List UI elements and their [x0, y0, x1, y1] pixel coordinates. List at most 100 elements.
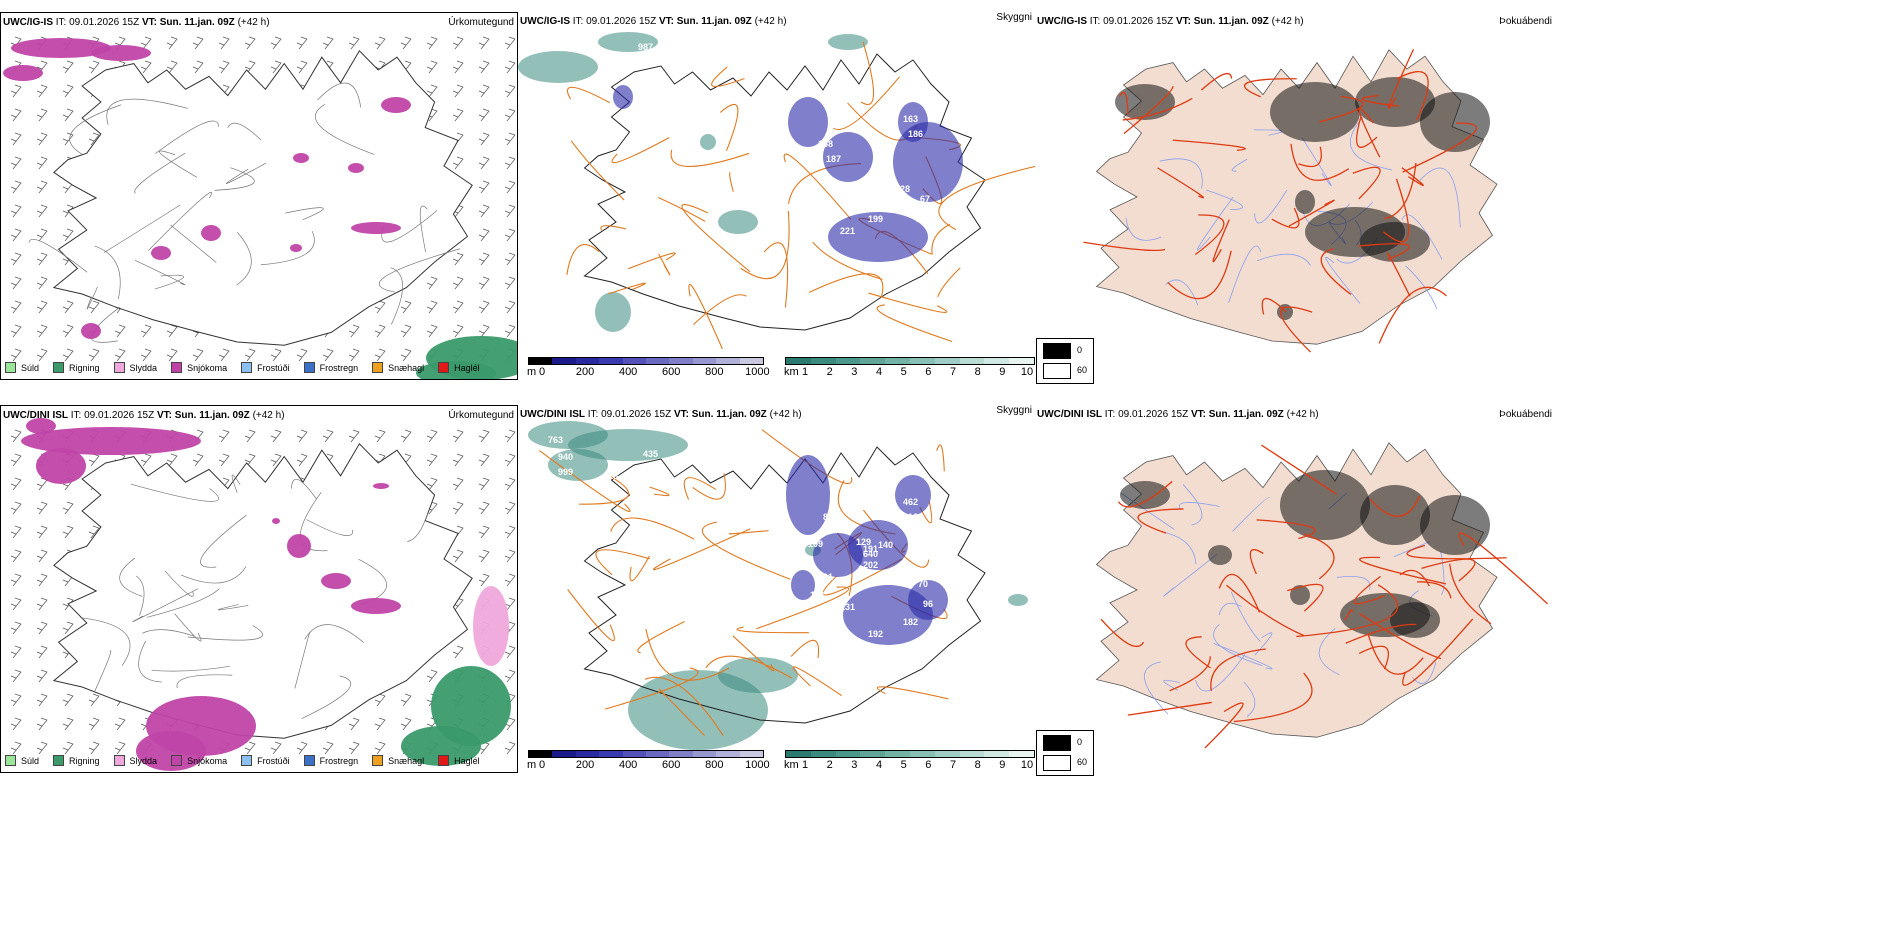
road — [938, 165, 1035, 231]
wind-barb — [452, 300, 464, 314]
model-name: UWC/IG-IS — [1037, 16, 1087, 27]
snow-area — [381, 97, 411, 113]
wind-barb — [270, 453, 282, 467]
legend-item: Slydda — [113, 362, 158, 373]
wind-barb — [218, 348, 230, 362]
road — [130, 483, 220, 502]
wind-barb — [114, 348, 126, 362]
wind-barb — [36, 108, 48, 122]
road — [142, 629, 195, 637]
road — [1298, 146, 1322, 168]
wind-barb — [504, 180, 516, 194]
road — [876, 686, 949, 700]
wind-barb — [140, 453, 152, 467]
wind-barb — [244, 453, 256, 467]
legend-label: Slydda — [129, 755, 158, 766]
panel-header: UWC/DINI ISL IT: 09.01.2026 15Z VT: Sun.… — [520, 409, 802, 420]
wind-barb — [478, 252, 490, 266]
road — [1320, 248, 1352, 295]
vt-label: VT: — [156, 410, 172, 421]
colorbar-tick: 400 — [618, 759, 638, 771]
low-visibility-area — [548, 449, 608, 481]
road — [304, 624, 364, 643]
visibility-point-label: 109 — [808, 539, 823, 549]
river — [1144, 661, 1169, 715]
visibility-point-label: 987 — [638, 42, 653, 52]
wind-barb — [452, 645, 464, 659]
fog-shade — [1280, 470, 1370, 540]
visibility-point-label: 940 — [558, 452, 573, 462]
colorbar-tick: 6 — [925, 366, 932, 378]
wind-barb — [244, 60, 256, 74]
legend-swatch — [171, 755, 183, 766]
panel-title: Þokuábendi — [1499, 16, 1552, 27]
snow-area — [321, 573, 351, 589]
wind-barb — [322, 348, 334, 362]
wind-barb — [36, 84, 48, 98]
wind-barb — [36, 228, 48, 242]
road — [1123, 85, 1174, 135]
road — [1233, 672, 1313, 723]
iceland-coastline — [583, 446, 986, 724]
road — [158, 150, 198, 178]
wind-barb — [400, 429, 412, 443]
wind-barb — [296, 36, 308, 50]
wind-barb — [504, 84, 516, 98]
road — [170, 224, 217, 263]
wind-barb — [296, 453, 308, 467]
river — [1218, 602, 1242, 616]
wind-barb — [10, 549, 22, 563]
road — [629, 555, 650, 582]
visibility-point-label: 435 — [643, 449, 658, 459]
wind-barb — [244, 36, 256, 50]
wind-barb — [62, 132, 74, 146]
legend-label: Haglél — [454, 362, 480, 373]
road — [763, 242, 789, 308]
precip-type-panel-top: UWC/IG-IS IT: 09.01.2026 15Z VT: Sun. 11… — [0, 12, 518, 380]
visibility-point-label: 96 — [923, 599, 933, 609]
wind-barb — [504, 525, 516, 539]
legend-label: Slydda — [129, 362, 158, 373]
wind-barb — [62, 60, 74, 74]
wind-barb — [10, 132, 22, 146]
visibility-panel-top: 987 168 187 163 186 119 111 138 199 221 104 28 67 UW… — [518, 12, 1035, 392]
panel-header: UWC/IG-IS IT: 09.01.2026 15Z VT: Sun. 11… — [520, 16, 787, 27]
wind-barb — [374, 429, 386, 443]
visibility-point-label: 218 — [903, 512, 918, 522]
wind-barb — [10, 477, 22, 491]
road — [301, 675, 352, 719]
wind-barb — [478, 132, 490, 146]
road-network — [566, 42, 1035, 350]
road — [1358, 243, 1410, 261]
road — [732, 635, 775, 672]
wind-barb — [36, 717, 48, 731]
fog-map-top — [1083, 48, 1498, 353]
fog-shade — [1360, 485, 1430, 545]
white-swatch — [1043, 755, 1071, 771]
rain-area — [401, 726, 481, 766]
snow-area — [290, 244, 302, 252]
wind-barb — [10, 621, 22, 635]
wind-barb — [10, 108, 22, 122]
road — [808, 273, 884, 298]
river — [1159, 158, 1203, 189]
river — [1325, 257, 1361, 304]
legend-label: Frostúði — [257, 755, 290, 766]
road — [187, 625, 263, 641]
snow-area — [351, 598, 401, 614]
road — [1458, 532, 1548, 605]
iceland-coastline — [52, 49, 473, 346]
visibility-point-label: 202 — [863, 560, 878, 570]
colorbar-unit: km — [784, 759, 799, 771]
fog-shade — [1355, 77, 1435, 127]
road — [729, 172, 734, 192]
road — [1353, 575, 1385, 605]
wind-barb — [166, 453, 178, 467]
wind-barb — [88, 300, 100, 314]
visibility-point-label: 763 — [548, 435, 563, 445]
road — [1319, 95, 1364, 123]
wind-barb — [10, 693, 22, 707]
road — [645, 628, 730, 681]
road — [1358, 107, 1381, 158]
wind-barb — [36, 549, 48, 563]
